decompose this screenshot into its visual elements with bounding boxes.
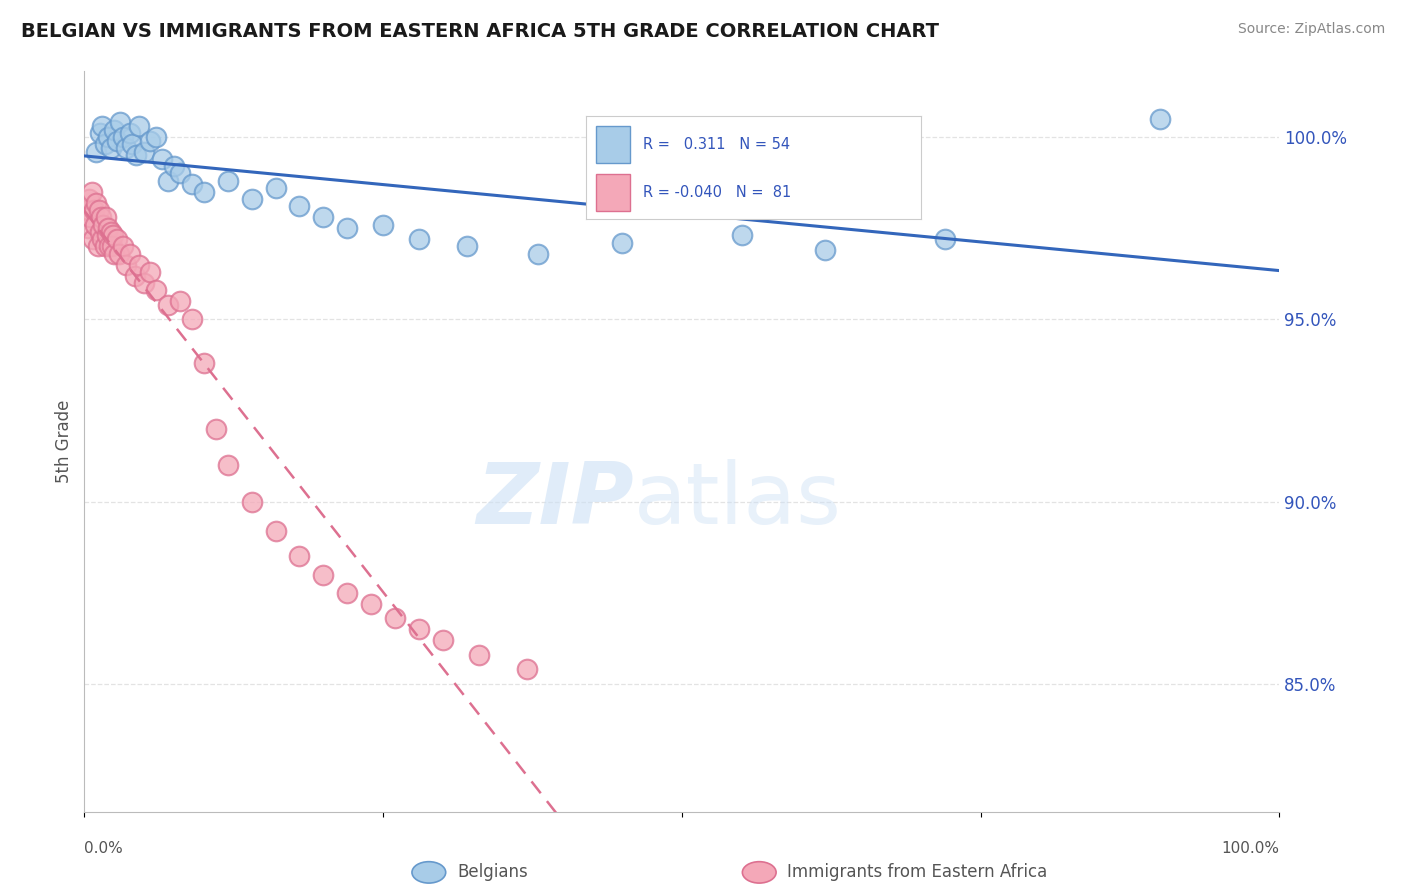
Point bbox=[89, 225, 111, 239]
Text: 0.0%: 0.0% bbox=[84, 841, 124, 856]
Point bbox=[456, 239, 478, 253]
Point bbox=[157, 298, 180, 312]
Y-axis label: 5th Grade: 5th Grade bbox=[55, 400, 73, 483]
Point bbox=[77, 221, 100, 235]
Point bbox=[108, 246, 131, 260]
Point bbox=[163, 159, 186, 173]
Point bbox=[82, 232, 104, 246]
Point bbox=[181, 312, 204, 326]
Text: Immigrants from Eastern Africa: Immigrants from Eastern Africa bbox=[787, 863, 1047, 881]
Point bbox=[731, 228, 754, 243]
Point bbox=[80, 185, 103, 199]
Point bbox=[103, 246, 125, 260]
Point bbox=[118, 127, 141, 141]
Point bbox=[145, 283, 167, 297]
Point bbox=[76, 202, 98, 217]
Point bbox=[86, 239, 108, 253]
Point bbox=[169, 294, 191, 309]
Point bbox=[101, 228, 124, 243]
Point bbox=[432, 633, 454, 648]
Point bbox=[86, 195, 108, 210]
Point bbox=[193, 356, 215, 370]
Point bbox=[150, 152, 173, 166]
Point bbox=[128, 258, 150, 272]
Point bbox=[93, 218, 115, 232]
Point bbox=[101, 239, 124, 253]
Point bbox=[132, 276, 156, 290]
Point bbox=[217, 458, 239, 473]
Point bbox=[384, 611, 406, 625]
Point bbox=[121, 137, 143, 152]
Point bbox=[111, 130, 134, 145]
Point bbox=[145, 130, 167, 145]
Point bbox=[468, 648, 491, 662]
Point bbox=[336, 221, 359, 235]
Point bbox=[527, 246, 550, 260]
Point bbox=[169, 166, 191, 180]
Point bbox=[79, 211, 101, 225]
Text: Belgians: Belgians bbox=[457, 863, 527, 881]
Text: ZIP: ZIP bbox=[477, 459, 634, 542]
Point bbox=[84, 218, 107, 232]
Point bbox=[181, 178, 204, 192]
Point bbox=[87, 202, 110, 217]
Point bbox=[103, 122, 125, 136]
Point bbox=[124, 268, 146, 283]
Point bbox=[89, 127, 111, 141]
Point bbox=[360, 597, 382, 611]
Text: Source: ZipAtlas.com: Source: ZipAtlas.com bbox=[1237, 22, 1385, 37]
Point bbox=[77, 192, 100, 206]
Point bbox=[111, 239, 134, 253]
Point bbox=[240, 192, 263, 206]
Point bbox=[91, 119, 114, 133]
Point bbox=[336, 586, 359, 600]
Point bbox=[115, 258, 138, 272]
Point bbox=[264, 524, 287, 538]
Point bbox=[157, 174, 180, 188]
Point bbox=[97, 221, 120, 235]
Text: 100.0%: 100.0% bbox=[1222, 841, 1279, 856]
Text: atlas: atlas bbox=[634, 459, 842, 542]
Point bbox=[312, 211, 335, 225]
Point bbox=[814, 243, 837, 257]
Text: BELGIAN VS IMMIGRANTS FROM EASTERN AFRICA 5TH GRADE CORRELATION CHART: BELGIAN VS IMMIGRANTS FROM EASTERN AFRIC… bbox=[21, 22, 939, 41]
Point bbox=[118, 246, 141, 260]
Point bbox=[408, 623, 430, 637]
Point bbox=[128, 119, 150, 133]
Point bbox=[934, 232, 956, 246]
Point bbox=[240, 494, 263, 508]
Point bbox=[217, 174, 239, 188]
Point bbox=[105, 232, 128, 246]
Point bbox=[193, 185, 215, 199]
Point bbox=[516, 663, 538, 677]
Point bbox=[93, 239, 115, 253]
Point bbox=[115, 141, 138, 155]
Point bbox=[312, 567, 335, 582]
Point bbox=[96, 228, 118, 243]
Point bbox=[91, 232, 114, 246]
Point bbox=[83, 202, 105, 217]
Point bbox=[132, 145, 156, 159]
Point bbox=[93, 137, 115, 152]
Point bbox=[125, 148, 148, 162]
Point bbox=[1149, 112, 1171, 126]
Point bbox=[408, 232, 430, 246]
Point bbox=[97, 130, 120, 145]
Point bbox=[100, 141, 122, 155]
Point bbox=[612, 235, 634, 250]
Point bbox=[139, 134, 162, 148]
Point bbox=[94, 211, 117, 225]
Point bbox=[105, 134, 128, 148]
Point bbox=[90, 211, 112, 225]
Point bbox=[205, 422, 228, 436]
Point bbox=[139, 265, 162, 279]
Point bbox=[98, 239, 121, 253]
Point bbox=[373, 218, 395, 232]
Point bbox=[288, 549, 311, 564]
Point bbox=[100, 225, 122, 239]
Point bbox=[86, 145, 108, 159]
Point bbox=[288, 199, 311, 213]
Point bbox=[264, 181, 287, 195]
Point bbox=[110, 115, 132, 129]
